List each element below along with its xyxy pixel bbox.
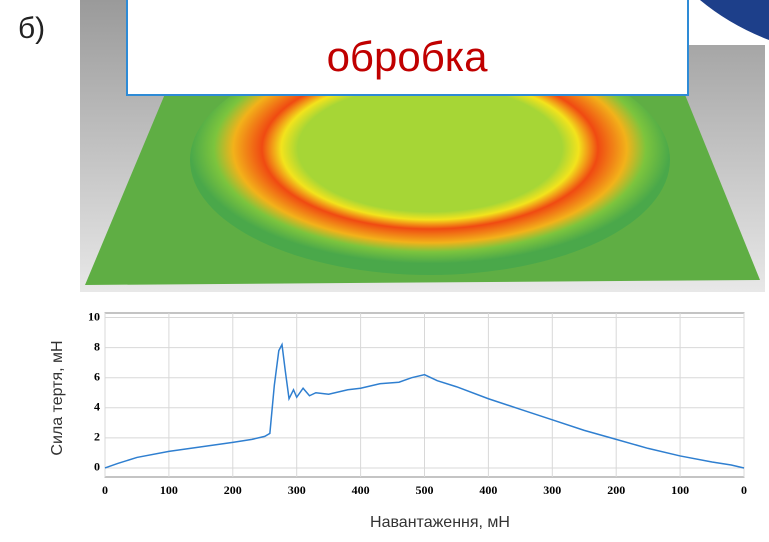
x-tick-label: 200 (224, 483, 242, 497)
y-tick-label: 0 (94, 460, 100, 474)
x-tick-label: 400 (352, 483, 370, 497)
y-tick-label: 6 (94, 369, 100, 383)
x-tick-label: 100 (160, 483, 178, 497)
x-tick-label: 0 (741, 483, 747, 497)
slide: обробка б) Навантаження, мН Сила тертя, … (0, 0, 769, 537)
x-tick-label: 0 (102, 483, 108, 497)
y-axis-label: Сила тертя, мН (49, 340, 66, 455)
chart-panel (40, 292, 760, 537)
y-tick-label: 10 (88, 309, 100, 323)
y-tick-label: 8 (94, 339, 100, 353)
x-axis-label: Навантаження, мН (370, 514, 510, 531)
x-tick-label: 400 (479, 483, 497, 497)
panel-label: б) (18, 12, 45, 45)
x-tick-label: 300 (288, 483, 306, 497)
x-tick-label: 200 (607, 483, 625, 497)
y-tick-label: 2 (94, 430, 100, 444)
x-tick-label: 100 (671, 483, 689, 497)
callout-text: обробка (327, 33, 488, 80)
y-tick-label: 4 (94, 400, 100, 414)
x-tick-label: 300 (543, 483, 561, 497)
x-tick-label: 500 (416, 483, 434, 497)
